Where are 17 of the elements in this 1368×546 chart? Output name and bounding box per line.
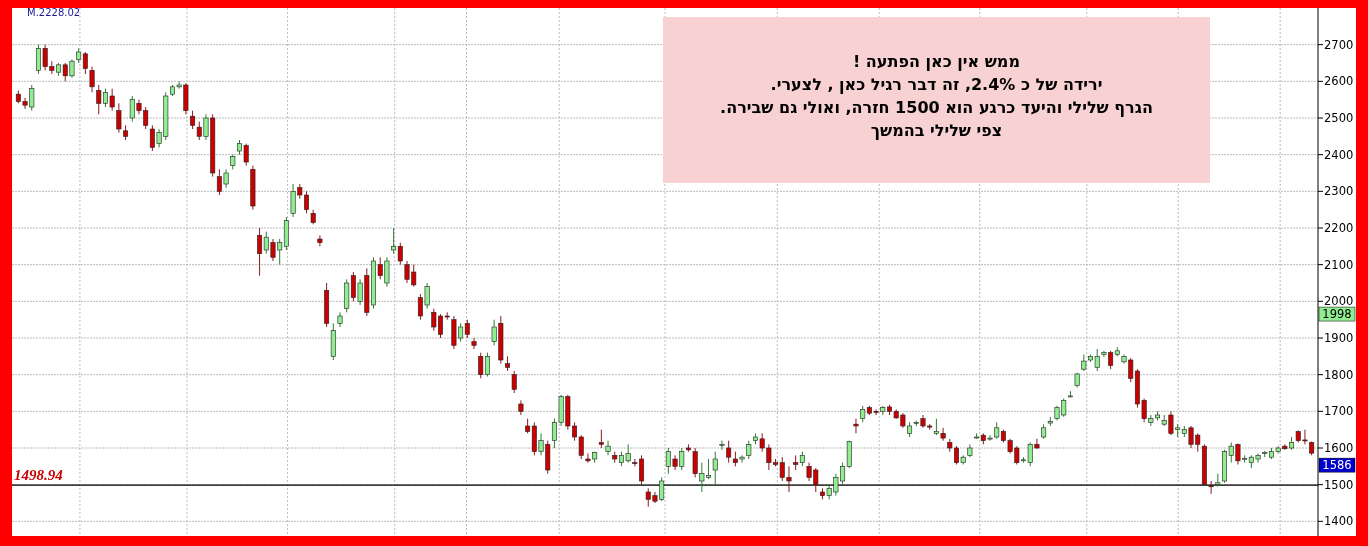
ref-line-label: 1498.94 — [14, 467, 64, 484]
y-tick-label: 2300 — [1324, 184, 1354, 199]
y-tick-label: 2100 — [1324, 257, 1354, 272]
y-tick-label: 1400 — [1324, 514, 1354, 529]
y-tick-label: 2400 — [1324, 147, 1354, 162]
annotation: M.2228.02 — [27, 7, 81, 18]
y-tick-label: 2000 — [1324, 294, 1354, 309]
y-tick-label: 1800 — [1324, 367, 1354, 382]
y-tick-label: 2500 — [1324, 111, 1354, 125]
y-tick-label: 2200 — [1324, 221, 1354, 235]
y-tick-label: 2600 — [1324, 74, 1354, 89]
y-tick-label: 1900 — [1324, 331, 1354, 345]
y-tick-label: 1700 — [1324, 404, 1354, 419]
y-tick-label: 1600 — [1324, 441, 1354, 455]
annotation: ממש אין כאן הפתעה ! ירידה של כ 2.4%, זה דבר רגיל כאן , לצערי. הגרף שלילי והיעד כרגע הוא 1500 חזרה, ואולי גם שבירה. צפי שלילי בהמשך — [720, 52, 1153, 140]
y-tick-label: 2700 — [1324, 37, 1354, 52]
y-tick-label: 1500 — [1324, 477, 1354, 492]
